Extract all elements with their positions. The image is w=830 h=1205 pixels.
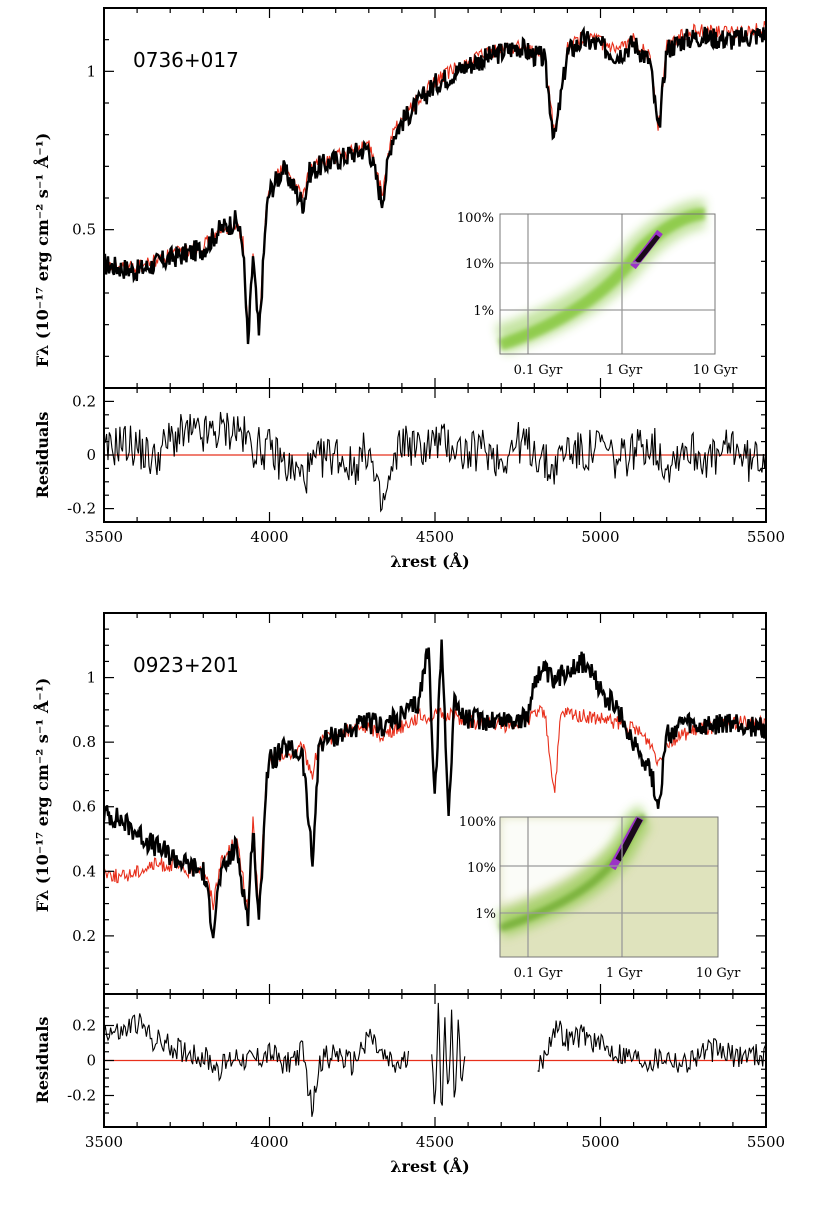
x-tick-label: 3500 — [85, 1133, 123, 1151]
residuals-line — [431, 1002, 466, 1106]
flux-axis-label: Fλ (10⁻¹⁷ erg cm⁻² s⁻¹ Å⁻¹) — [31, 133, 52, 368]
x-tick-label: 4000 — [250, 1133, 288, 1151]
x-tick-label: 4000 — [250, 528, 288, 546]
x-tick-label: 4500 — [416, 1133, 454, 1151]
inset-xlabel-10gyr: 10 Gyr — [693, 363, 738, 378]
inset-ylabel-10: 10% — [465, 257, 494, 272]
residuals-line — [104, 411, 766, 513]
y-tick-label: 0.8 — [72, 733, 96, 751]
res-y-tick-label: -0.2 — [67, 1087, 96, 1105]
inset-frame — [499, 213, 716, 355]
x-tick-label: 5500 — [747, 528, 785, 546]
observed-spectrum-line — [104, 639, 766, 939]
res-y-tick-label: 0 — [86, 1052, 96, 1070]
inset-ylabel-1: 1% — [475, 907, 496, 922]
y-tick-label: 0.2 — [72, 927, 96, 945]
residuals-axis-label: Residuals — [33, 1017, 52, 1104]
age-distribution-inset: 100% 10% 1% 0.1 Gyr 1 Gyr 10 Gyr — [457, 199, 738, 378]
inset-probability-band — [495, 805, 652, 938]
inset-xlabel-1gyr: 1 Gyr — [606, 363, 643, 378]
observed-spectrum-line — [104, 25, 766, 345]
residuals-plot: 3500 4000 4500 5000 5500 0.2 0 -0.2 — [67, 387, 785, 546]
wavelength-axis-label: λrest (Å) — [390, 1155, 469, 1176]
inset-xlabel-1gyr: 1 Gyr — [606, 966, 643, 981]
spectrum-panel-0923: 0.2 0.4 0.6 0.8 1 3500 4000 4500 5000 5500 0.2 0 -0… — [31, 612, 785, 1176]
inset-peak-black — [635, 234, 660, 264]
y-tick-label: 1 — [86, 669, 96, 687]
res-y-tick-label: 0.2 — [72, 392, 96, 410]
flux-axis-label: Fλ (10⁻¹⁷ erg cm⁻² s⁻¹ Å⁻¹) — [31, 678, 52, 913]
inset-grid — [500, 214, 715, 354]
inset-xlabel-01gyr: 0.1 Gyr — [514, 966, 564, 981]
flux-plot: 0.2 0.4 0.6 0.8 1 — [72, 612, 767, 1127]
x-tick-label: 3500 — [85, 528, 123, 546]
residuals-line — [104, 1013, 410, 1117]
inset-xlabel-01gyr: 0.1 Gyr — [514, 363, 564, 378]
y-tick-label: 0.4 — [72, 862, 96, 880]
inset-xlabel-10gyr: 10 Gyr — [696, 966, 741, 981]
object-label: 0923+201 — [133, 653, 239, 677]
inset-ylabel-10: 10% — [467, 861, 496, 876]
y-tick-label: 1 — [86, 62, 96, 80]
inset-ylabel-100: 100% — [457, 211, 494, 226]
res-y-tick-label: 0.2 — [72, 1017, 96, 1035]
residuals-axis-label: Residuals — [33, 412, 52, 499]
model-spectrum-line — [104, 704, 766, 918]
x-tick-label: 5000 — [581, 1133, 619, 1151]
object-label: 0736+017 — [133, 48, 239, 72]
inset-grid — [500, 817, 718, 957]
age-distribution-inset: 100% 10% 1% 0.1 Gyr 1 Gyr 10 Gyr — [459, 805, 741, 981]
inset-white-region — [500, 817, 640, 905]
x-tick-label: 4500 — [416, 528, 454, 546]
x-tick-label: 5000 — [581, 528, 619, 546]
x-tick-label: 5500 — [747, 1133, 785, 1151]
inset-peak-black — [615, 817, 643, 862]
y-tick-label: 0.5 — [72, 221, 96, 239]
residuals-line — [537, 1020, 766, 1073]
res-y-tick-label: -0.2 — [67, 500, 96, 518]
inset-frame — [499, 816, 719, 958]
res-y-tick-label: 0 — [86, 446, 96, 464]
residuals-plot: 3500 4000 4500 5000 5500 0.2 0 -0.2 — [67, 993, 785, 1151]
y-tick-label: 0.6 — [72, 798, 96, 816]
inset-ylabel-100: 100% — [459, 815, 496, 830]
inset-ylabel-1: 1% — [473, 304, 494, 319]
wavelength-axis-label: λrest (Å) — [390, 550, 469, 571]
spectrum-panel-0736: 0.5 1 3500 4000 4500 5000 5500 0.2 0 -0.2 0736+0… — [31, 7, 785, 571]
